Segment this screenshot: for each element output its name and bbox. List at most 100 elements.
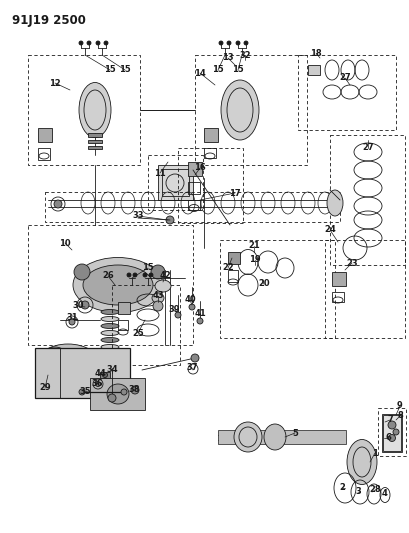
Text: 29: 29 [39, 384, 51, 392]
Bar [381, 414, 401, 452]
Text: 12: 12 [49, 78, 61, 87]
Text: 27: 27 [361, 143, 373, 152]
Bar [331, 272, 345, 286]
Text: 27: 27 [338, 74, 350, 83]
Ellipse shape [73, 257, 163, 312]
Ellipse shape [69, 319, 75, 325]
Bar [45, 192, 339, 222]
Ellipse shape [96, 41, 100, 45]
Ellipse shape [74, 264, 90, 280]
Ellipse shape [40, 347, 70, 377]
Ellipse shape [326, 190, 342, 216]
Text: 33: 33 [132, 212, 144, 221]
Bar [297, 55, 395, 130]
Ellipse shape [155, 280, 171, 292]
Text: 3: 3 [354, 488, 360, 497]
Bar [38, 128, 52, 142]
Text: 15: 15 [104, 66, 116, 75]
Text: 15: 15 [119, 66, 130, 75]
Ellipse shape [104, 41, 108, 45]
Ellipse shape [153, 301, 163, 311]
Bar [188, 182, 200, 194]
Text: 6: 6 [384, 433, 390, 442]
Text: 41: 41 [193, 309, 205, 318]
Ellipse shape [127, 273, 131, 277]
Ellipse shape [218, 41, 222, 45]
Text: 10: 10 [59, 238, 71, 247]
Text: 31: 31 [66, 313, 78, 322]
Bar [88, 133, 102, 137]
Ellipse shape [346, 440, 376, 484]
Bar [88, 146, 102, 149]
Bar [188, 200, 200, 210]
Text: 91J19 2500: 91J19 2500 [12, 14, 85, 27]
Text: 16: 16 [193, 164, 205, 173]
Ellipse shape [107, 384, 129, 404]
Text: 40: 40 [184, 295, 196, 304]
Text: 26: 26 [102, 271, 114, 280]
Bar [112, 285, 180, 365]
Ellipse shape [101, 344, 119, 350]
Text: 1: 1 [371, 448, 377, 457]
Ellipse shape [392, 429, 398, 435]
Bar [157, 165, 193, 200]
Ellipse shape [143, 273, 147, 277]
Bar [195, 55, 306, 165]
Bar [88, 140, 102, 143]
Text: 32: 32 [238, 51, 250, 60]
Ellipse shape [151, 265, 164, 279]
Text: 30: 30 [72, 302, 83, 311]
Bar [382, 415, 400, 451]
Bar [35, 348, 130, 398]
Ellipse shape [152, 293, 164, 303]
Text: 18: 18 [310, 49, 321, 58]
Bar [118, 320, 128, 330]
Ellipse shape [102, 373, 107, 377]
Text: 15: 15 [231, 66, 243, 75]
Text: 22: 22 [222, 263, 233, 272]
Bar [218, 430, 345, 444]
Text: 21: 21 [247, 241, 259, 251]
Ellipse shape [196, 318, 202, 324]
Ellipse shape [79, 83, 111, 138]
Text: 11: 11 [154, 168, 166, 177]
Ellipse shape [101, 317, 119, 321]
Text: 13: 13 [222, 53, 233, 62]
Bar [324, 240, 404, 338]
Text: 7: 7 [386, 416, 392, 424]
Bar [100, 372, 110, 378]
Text: 4: 4 [381, 489, 387, 498]
Text: 8: 8 [396, 411, 402, 421]
Bar [204, 148, 216, 158]
Text: 44: 44 [94, 368, 106, 377]
Text: 42: 42 [159, 271, 171, 280]
Ellipse shape [54, 200, 62, 208]
Ellipse shape [388, 434, 395, 441]
Ellipse shape [189, 304, 195, 310]
Ellipse shape [101, 337, 119, 343]
Text: 14: 14 [193, 69, 205, 77]
Ellipse shape [387, 421, 395, 429]
Ellipse shape [133, 273, 137, 277]
Ellipse shape [263, 424, 285, 450]
Text: 35: 35 [79, 386, 90, 395]
Ellipse shape [220, 80, 258, 140]
Text: 2: 2 [338, 483, 344, 492]
Ellipse shape [148, 273, 153, 277]
Bar [162, 169, 189, 196]
Ellipse shape [79, 41, 83, 45]
Bar [331, 292, 343, 302]
Bar [227, 252, 239, 264]
Ellipse shape [131, 386, 139, 394]
Bar [204, 128, 218, 142]
Bar [377, 408, 405, 456]
Ellipse shape [243, 41, 247, 45]
Bar [28, 55, 139, 165]
Ellipse shape [101, 310, 119, 314]
Ellipse shape [95, 382, 100, 386]
Text: 37: 37 [186, 364, 197, 373]
Text: 15: 15 [211, 66, 223, 75]
Bar [220, 240, 334, 338]
Ellipse shape [121, 389, 127, 395]
Bar [178, 148, 243, 223]
